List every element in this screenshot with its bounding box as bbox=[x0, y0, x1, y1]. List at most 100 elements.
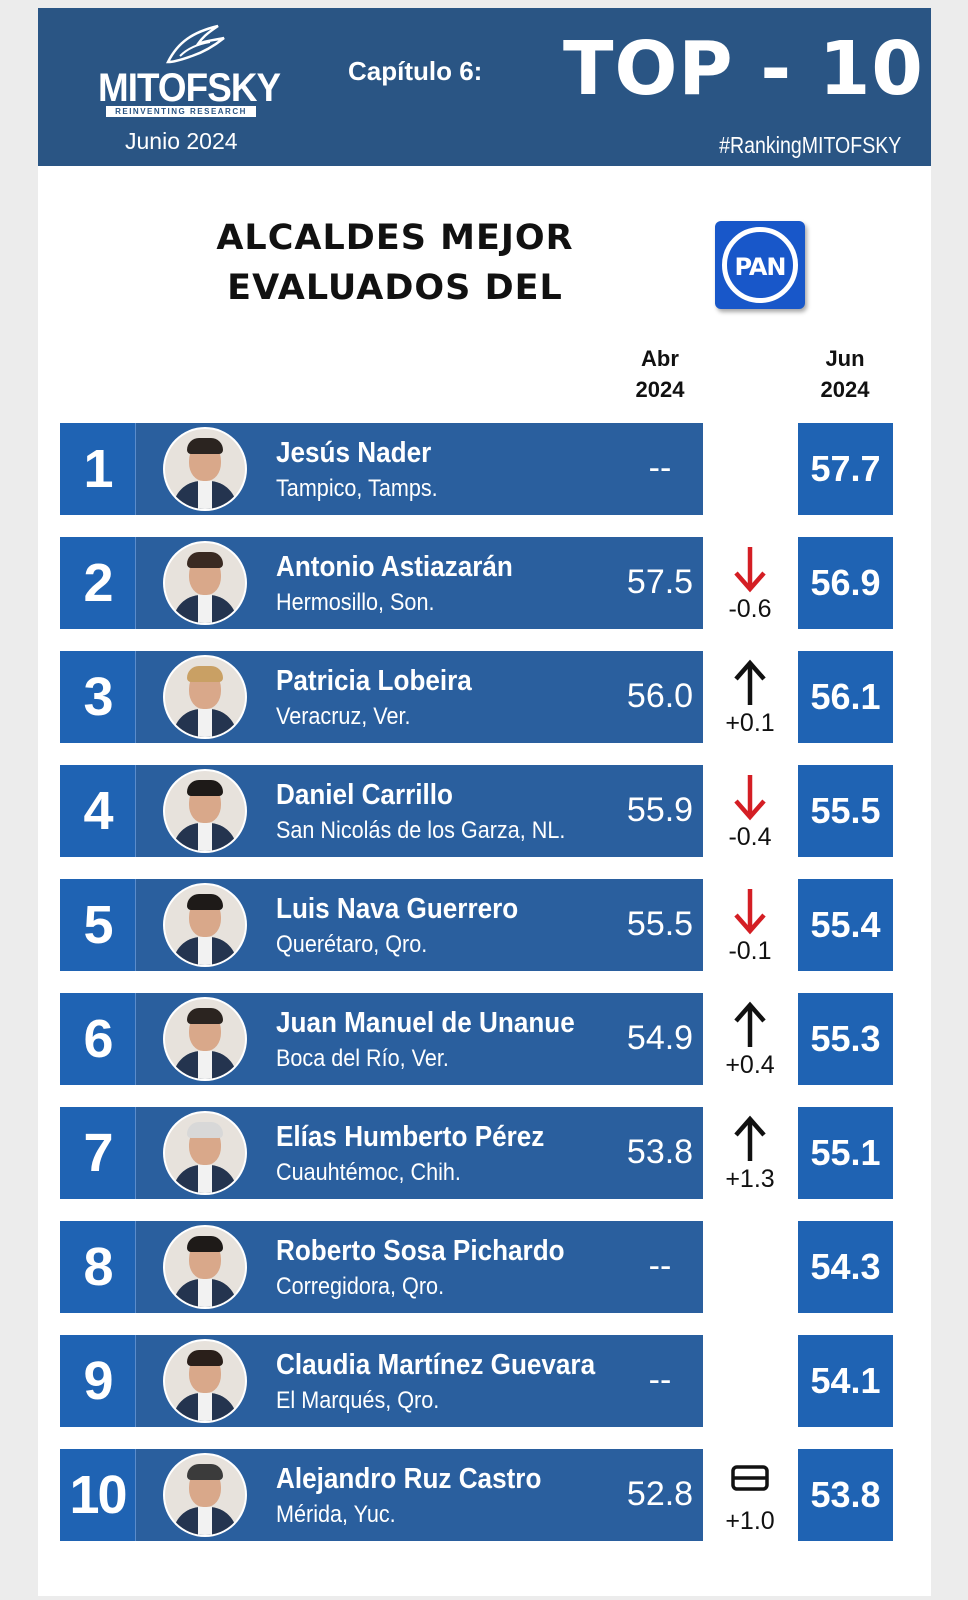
jun-score: 55.1 bbox=[798, 1107, 893, 1199]
score-delta: -0.4 bbox=[728, 823, 772, 851]
mayor-name: Antonio Astiazarán bbox=[276, 551, 513, 583]
title-line-2: EVALUADOS DEL bbox=[227, 268, 563, 308]
score-delta: +1.3 bbox=[725, 1165, 775, 1193]
rank-number: 7 bbox=[60, 1107, 135, 1199]
title-line-1: ALCALDES MEJOR bbox=[216, 218, 574, 258]
mayor-city: Veracruz, Ver. bbox=[276, 703, 411, 730]
mayor-name: Elías Humberto Pérez bbox=[276, 1121, 545, 1153]
rank-number: 10 bbox=[60, 1449, 135, 1541]
mayor-photo bbox=[165, 885, 245, 965]
ranking-row: 4 Daniel Carrillo San Nicolás de los Gar… bbox=[60, 765, 895, 857]
mayor-name: Claudia Martínez Guevara bbox=[276, 1349, 596, 1381]
rank-number: 4 bbox=[60, 765, 135, 857]
mayor-photo bbox=[165, 1113, 245, 1193]
pan-party-logo: PAN bbox=[715, 221, 805, 309]
brand-tagline: REINVENTING RESEARCH bbox=[106, 106, 256, 117]
ranking-row: 2 Antonio Astiazarán Hermosillo, Son. 57… bbox=[60, 537, 895, 629]
mayor-city: Cuauhtémoc, Chih. bbox=[276, 1159, 461, 1186]
mayor-city: Mérida, Yuc. bbox=[276, 1501, 396, 1528]
page-title: ALCALDES MEJOR EVALUADOS DEL bbox=[38, 213, 752, 313]
abr-score: -- bbox=[648, 1361, 672, 1399]
trend-equal-icon bbox=[728, 1453, 772, 1507]
mayor-photo bbox=[165, 657, 245, 737]
hashtag: #RankingMITOFSKY bbox=[718, 132, 901, 158]
jun-score: 57.7 bbox=[798, 423, 893, 515]
chapter-label: Capítulo 6: bbox=[348, 56, 483, 86]
ranking-row: 10 Alejandro Ruz Castro Mérida, Yuc. 52.… bbox=[60, 1449, 895, 1541]
trend-down-icon bbox=[728, 883, 772, 937]
column-header-jun-month: Jun bbox=[825, 346, 865, 371]
rank-number: 6 bbox=[60, 993, 135, 1085]
abr-score: 54.9 bbox=[626, 1019, 694, 1057]
mayor-name: Roberto Sosa Pichardo bbox=[276, 1235, 565, 1267]
mitofsky-logo: MITOFSKY REINVENTING RESEARCH bbox=[98, 22, 281, 117]
mayor-photo bbox=[165, 771, 245, 851]
abr-score: 55.9 bbox=[626, 791, 694, 829]
abr-score: -- bbox=[648, 1247, 672, 1285]
mayor-city: Boca del Río, Ver. bbox=[276, 1045, 449, 1072]
rank-number: 1 bbox=[60, 423, 135, 515]
jun-score: 55.3 bbox=[798, 993, 893, 1085]
rank-number: 3 bbox=[60, 651, 135, 743]
score-delta: -0.1 bbox=[728, 937, 772, 965]
score-delta: +0.4 bbox=[725, 1051, 775, 1079]
brand-name: MITOFSKY bbox=[98, 66, 281, 110]
abr-score: -- bbox=[648, 449, 672, 487]
trend-up-icon bbox=[728, 997, 772, 1051]
headline: TOP - 10 bbox=[563, 26, 924, 112]
report-date: Junio 2024 bbox=[125, 128, 238, 154]
score-delta: +1.0 bbox=[725, 1507, 775, 1535]
trend-down-icon bbox=[728, 541, 772, 595]
jun-score: 56.9 bbox=[798, 537, 893, 629]
mayor-name: Luis Nava Guerrero bbox=[276, 893, 519, 925]
jun-score: 53.8 bbox=[798, 1449, 893, 1541]
score-delta: -0.6 bbox=[728, 595, 772, 623]
mayor-city: Corregidora, Qro. bbox=[276, 1273, 445, 1300]
ranking-row: 1 Jesús Nader Tampico, Tamps. -- 57.7 bbox=[60, 423, 895, 515]
column-header-jun-year: 2024 bbox=[820, 377, 870, 402]
pan-logo-ring: PAN bbox=[722, 227, 798, 303]
bird-logo-icon bbox=[165, 24, 225, 64]
ranking-row: 5 Luis Nava Guerrero Querétaro, Qro. 55.… bbox=[60, 879, 895, 971]
mayor-city: San Nicolás de los Garza, NL. bbox=[276, 817, 566, 844]
mayor-name: Daniel Carrillo bbox=[276, 779, 453, 811]
rank-number: 8 bbox=[60, 1221, 135, 1313]
infographic-card: MITOFSKY REINVENTING RESEARCH Junio 2024… bbox=[38, 8, 931, 1596]
abr-score: 56.0 bbox=[626, 677, 694, 715]
trend-up-icon bbox=[728, 1111, 772, 1165]
ranking-row: 8 Roberto Sosa Pichardo Corregidora, Qro… bbox=[60, 1221, 895, 1313]
pan-logo-text: PAN bbox=[734, 253, 786, 281]
mayor-photo bbox=[165, 1455, 245, 1535]
jun-score: 55.4 bbox=[798, 879, 893, 971]
column-header-jun: Jun 2024 bbox=[805, 343, 885, 405]
rank-number: 9 bbox=[60, 1335, 135, 1427]
abr-score: 57.5 bbox=[626, 563, 694, 601]
jun-score: 54.3 bbox=[798, 1221, 893, 1313]
ranking-row: 3 Patricia Lobeira Veracruz, Ver. 56.0 +… bbox=[60, 651, 895, 743]
column-header-abr: Abr 2024 bbox=[620, 343, 700, 405]
abr-score: 52.8 bbox=[626, 1475, 694, 1513]
ranking-row: 7 Elías Humberto Pérez Cuauhtémoc, Chih.… bbox=[60, 1107, 895, 1199]
abr-score: 53.8 bbox=[626, 1133, 694, 1171]
mayor-city: Tampico, Tamps. bbox=[276, 475, 438, 502]
mayor-city: El Marqués, Qro. bbox=[276, 1387, 440, 1414]
mayor-name: Jesús Nader bbox=[276, 437, 432, 469]
score-delta: +0.1 bbox=[725, 709, 775, 737]
mayor-name: Patricia Lobeira bbox=[276, 665, 472, 697]
mayor-name: Juan Manuel de Unanue bbox=[276, 1007, 575, 1039]
rank-number: 5 bbox=[60, 879, 135, 971]
jun-score: 54.1 bbox=[798, 1335, 893, 1427]
mayor-photo bbox=[165, 999, 245, 1079]
trend-up-icon bbox=[728, 655, 772, 709]
mayor-city: Querétaro, Qro. bbox=[276, 931, 428, 958]
mayor-photo bbox=[165, 1227, 245, 1307]
jun-score: 56.1 bbox=[798, 651, 893, 743]
header-banner: MITOFSKY REINVENTING RESEARCH Junio 2024… bbox=[38, 8, 931, 166]
mayor-city: Hermosillo, Son. bbox=[276, 589, 435, 616]
jun-score: 55.5 bbox=[798, 765, 893, 857]
column-header-abr-month: Abr bbox=[641, 346, 679, 371]
column-header-abr-year: 2024 bbox=[635, 377, 685, 402]
ranking-row: 9 Claudia Martínez Guevara El Marqués, Q… bbox=[60, 1335, 895, 1427]
mayor-name: Alejandro Ruz Castro bbox=[276, 1463, 542, 1495]
mayor-photo bbox=[165, 543, 245, 623]
